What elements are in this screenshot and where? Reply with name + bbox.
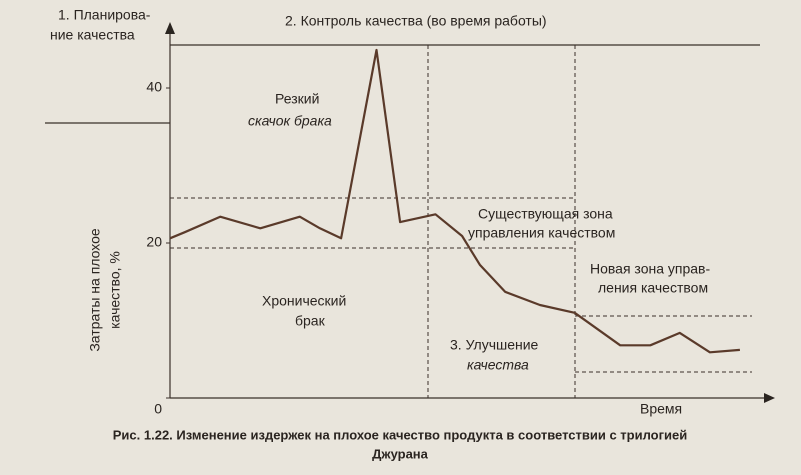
label: скачок брака bbox=[248, 113, 332, 129]
label: ления качеством bbox=[598, 280, 708, 296]
label: Новая зона управ- bbox=[590, 261, 710, 277]
label: 2. Контроль качества (во время работы) bbox=[285, 13, 547, 29]
y-tick-label: 20 bbox=[146, 234, 162, 250]
label: качества bbox=[467, 357, 529, 373]
caption: Джурана bbox=[372, 446, 429, 461]
y-tick-label: 0 bbox=[154, 401, 162, 417]
x-axis-label: Время bbox=[640, 401, 682, 417]
label: 1. Планирова- bbox=[58, 7, 151, 23]
label: брак bbox=[295, 313, 326, 329]
caption: Рис. 1.22. Изменение издержек на плохое … bbox=[113, 427, 688, 442]
label: управления качеством bbox=[468, 225, 615, 241]
label: Существующая зона bbox=[478, 206, 613, 222]
label: Резкий bbox=[275, 91, 319, 107]
y-axis-label: качество, % bbox=[107, 251, 123, 329]
y-axis-arrow bbox=[165, 22, 175, 34]
label: ние качества bbox=[50, 27, 135, 43]
line bbox=[169, 48, 740, 354]
x-axis-arrow bbox=[764, 393, 775, 403]
y-axis-label: Затраты на плохое bbox=[87, 228, 103, 352]
label: 3. Улучшение bbox=[450, 337, 539, 353]
label: Хронический bbox=[262, 293, 346, 309]
y-tick-label: 40 bbox=[146, 79, 162, 95]
